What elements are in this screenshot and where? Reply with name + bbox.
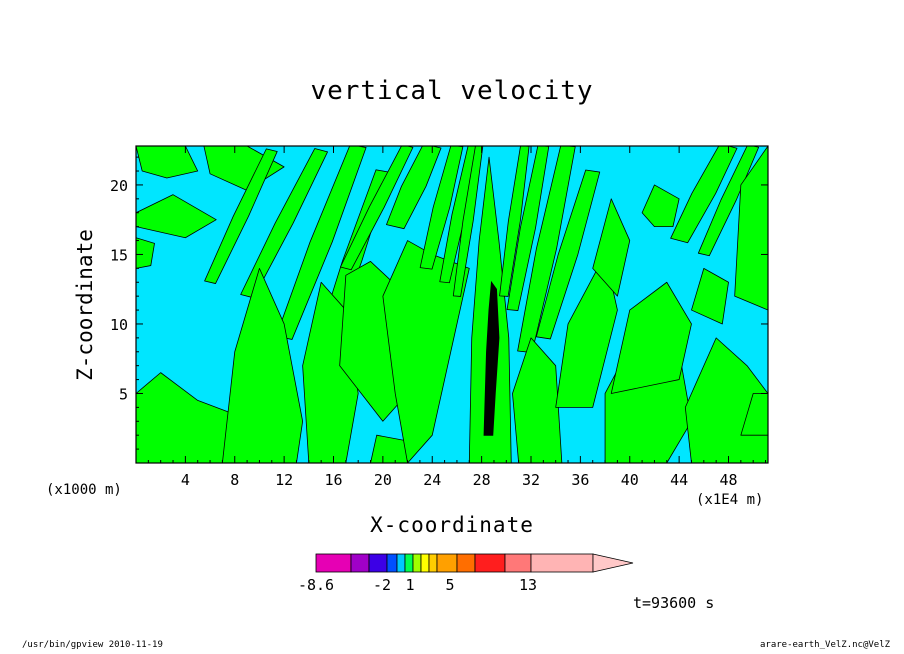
- colorbar-segment: [404, 553, 414, 573]
- footer-right: arare-earth_VelZ.nc@VelZ: [760, 640, 891, 650]
- y-tick-label: 5: [119, 385, 128, 403]
- colorbar-segment: [420, 553, 430, 573]
- time-label: t=93600 s: [633, 594, 715, 612]
- x-axis: 4 8 12 16 20 24 28 32 36 40 44 48: [147, 146, 767, 489]
- x-tick-label: 16: [324, 471, 342, 489]
- positive-streak: [340, 146, 414, 271]
- positive-region: [734, 146, 768, 311]
- colorbar-segment: [456, 553, 476, 573]
- updraft-core: [483, 280, 500, 436]
- positive-region: [691, 267, 729, 325]
- x-tick-label: 32: [522, 471, 540, 489]
- colorbar-tick-label: 1: [405, 576, 414, 594]
- y-tick-label: 10: [110, 316, 128, 334]
- x-tick-label: 8: [230, 471, 239, 489]
- colorbar-segment: [315, 553, 352, 573]
- positive-streak: [697, 146, 760, 257]
- positive-region: [641, 184, 680, 228]
- velocity-field: [136, 146, 768, 463]
- y-tick-label: 15: [110, 246, 128, 264]
- colorbar-segment: [436, 553, 458, 573]
- colorbar-segment: [474, 553, 506, 573]
- x-tick-label: 48: [719, 471, 737, 489]
- chart-title: vertical velocity: [310, 76, 594, 106]
- positive-region: [222, 267, 304, 463]
- colorbar-tick-label: -8.6: [298, 576, 334, 594]
- x-tick-label: 44: [670, 471, 688, 489]
- positive-region: [610, 281, 692, 394]
- colorbar-segment: [504, 553, 532, 573]
- colorbar-segment: [368, 553, 388, 573]
- footer-left: /usr/bin/gpview 2010-11-19: [22, 640, 163, 650]
- colorbar-segment: [350, 553, 370, 573]
- x-tick-label: 28: [473, 471, 491, 489]
- positive-streak: [386, 146, 442, 230]
- positive-region: [382, 240, 470, 463]
- colorbar-tick-label: -2: [373, 576, 391, 594]
- colorbar-segment: [396, 553, 406, 573]
- positive-streak: [535, 169, 601, 340]
- colorbar-segment: [386, 553, 398, 573]
- colorbar-segment: [530, 553, 594, 573]
- colorbar-segment: [412, 553, 422, 573]
- positive-streak: [419, 146, 464, 270]
- x-scale-note: (x1E4 m): [696, 492, 764, 508]
- positive-region: [740, 393, 768, 436]
- colorbar-arrow: [592, 553, 634, 573]
- plot-frame: [135, 145, 769, 464]
- y-axis: 5 10 15 20: [110, 156, 768, 450]
- x-tick-label: 20: [374, 471, 392, 489]
- colorbar-tick-label: 13: [519, 576, 537, 594]
- x-tick-label: 12: [275, 471, 293, 489]
- positive-region: [136, 146, 199, 179]
- x-axis-label: X-coordinate: [370, 513, 534, 537]
- x-tick-label: 36: [571, 471, 589, 489]
- positive-streak: [204, 148, 278, 284]
- positive-streak: [275, 146, 367, 340]
- positive-region: [136, 237, 155, 269]
- colorbar: -8.6 -2 1 5 13: [298, 553, 634, 594]
- x-unit-note: (x1000 m): [46, 482, 122, 498]
- positive-streak: [670, 146, 738, 244]
- colorbar-tick-label: 5: [445, 576, 454, 594]
- x-tick-label: 24: [423, 471, 441, 489]
- y-axis-label: Z-coordinate: [73, 229, 97, 381]
- positive-region: [136, 194, 217, 239]
- y-tick-label: 20: [110, 177, 128, 195]
- colorbar-segment: [428, 553, 438, 573]
- positive-region: [592, 198, 631, 297]
- x-tick-label: 40: [621, 471, 639, 489]
- positive-region: [512, 337, 563, 463]
- x-tick-label: 4: [181, 471, 190, 489]
